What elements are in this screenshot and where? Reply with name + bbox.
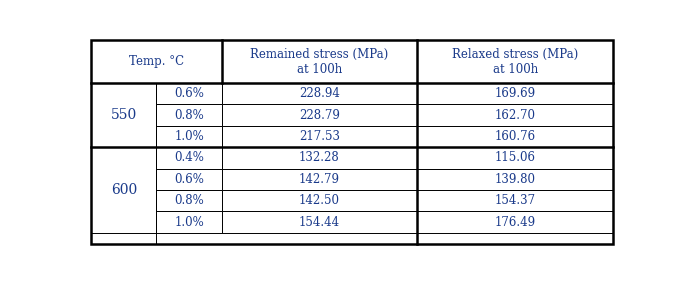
Bar: [91, 40, 222, 83]
Bar: [157, 105, 222, 126]
Bar: [222, 40, 417, 83]
Text: 154.44: 154.44: [299, 216, 340, 229]
Bar: [222, 147, 417, 169]
Text: 176.49: 176.49: [495, 216, 536, 229]
Text: 0.8%: 0.8%: [174, 194, 204, 207]
Bar: [222, 126, 417, 147]
Bar: [222, 83, 417, 105]
Text: 217.53: 217.53: [299, 130, 340, 143]
Bar: [157, 147, 222, 169]
Bar: [91, 83, 157, 147]
Text: 0.6%: 0.6%: [174, 173, 204, 186]
Text: 169.69: 169.69: [495, 87, 536, 100]
Text: 228.79: 228.79: [299, 109, 340, 122]
Text: 600: 600: [111, 183, 137, 197]
Bar: [157, 83, 222, 105]
Text: 550: 550: [111, 108, 137, 122]
Bar: [417, 147, 613, 169]
Bar: [417, 40, 613, 83]
Bar: [417, 190, 613, 212]
Bar: [222, 105, 417, 126]
Bar: [157, 212, 222, 233]
Text: Temp. °C: Temp. °C: [129, 55, 184, 68]
Text: 142.79: 142.79: [299, 173, 340, 186]
Bar: [417, 212, 613, 233]
Text: 0.4%: 0.4%: [174, 151, 204, 164]
Text: 162.70: 162.70: [495, 109, 536, 122]
Text: 142.50: 142.50: [299, 194, 340, 207]
Bar: [222, 212, 417, 233]
Text: 0.6%: 0.6%: [174, 87, 204, 100]
Text: Remained stress (MPa)
at 100h: Remained stress (MPa) at 100h: [250, 47, 389, 76]
Text: 154.37: 154.37: [495, 194, 536, 207]
Bar: [157, 190, 222, 212]
Text: 1.0%: 1.0%: [174, 216, 204, 229]
Text: 132.28: 132.28: [299, 151, 340, 164]
Text: 139.80: 139.80: [495, 173, 536, 186]
Text: 160.76: 160.76: [495, 130, 536, 143]
Text: 228.94: 228.94: [299, 87, 340, 100]
Bar: [157, 126, 222, 147]
Text: Relaxed stress (MPa)
at 100h: Relaxed stress (MPa) at 100h: [452, 47, 578, 76]
Bar: [417, 83, 613, 105]
Bar: [417, 105, 613, 126]
Text: 1.0%: 1.0%: [174, 130, 204, 143]
Bar: [417, 126, 613, 147]
Text: 115.06: 115.06: [495, 151, 536, 164]
Text: 0.8%: 0.8%: [174, 109, 204, 122]
Bar: [222, 190, 417, 212]
Bar: [91, 147, 157, 233]
Bar: [157, 169, 222, 190]
Bar: [417, 169, 613, 190]
Bar: [222, 169, 417, 190]
